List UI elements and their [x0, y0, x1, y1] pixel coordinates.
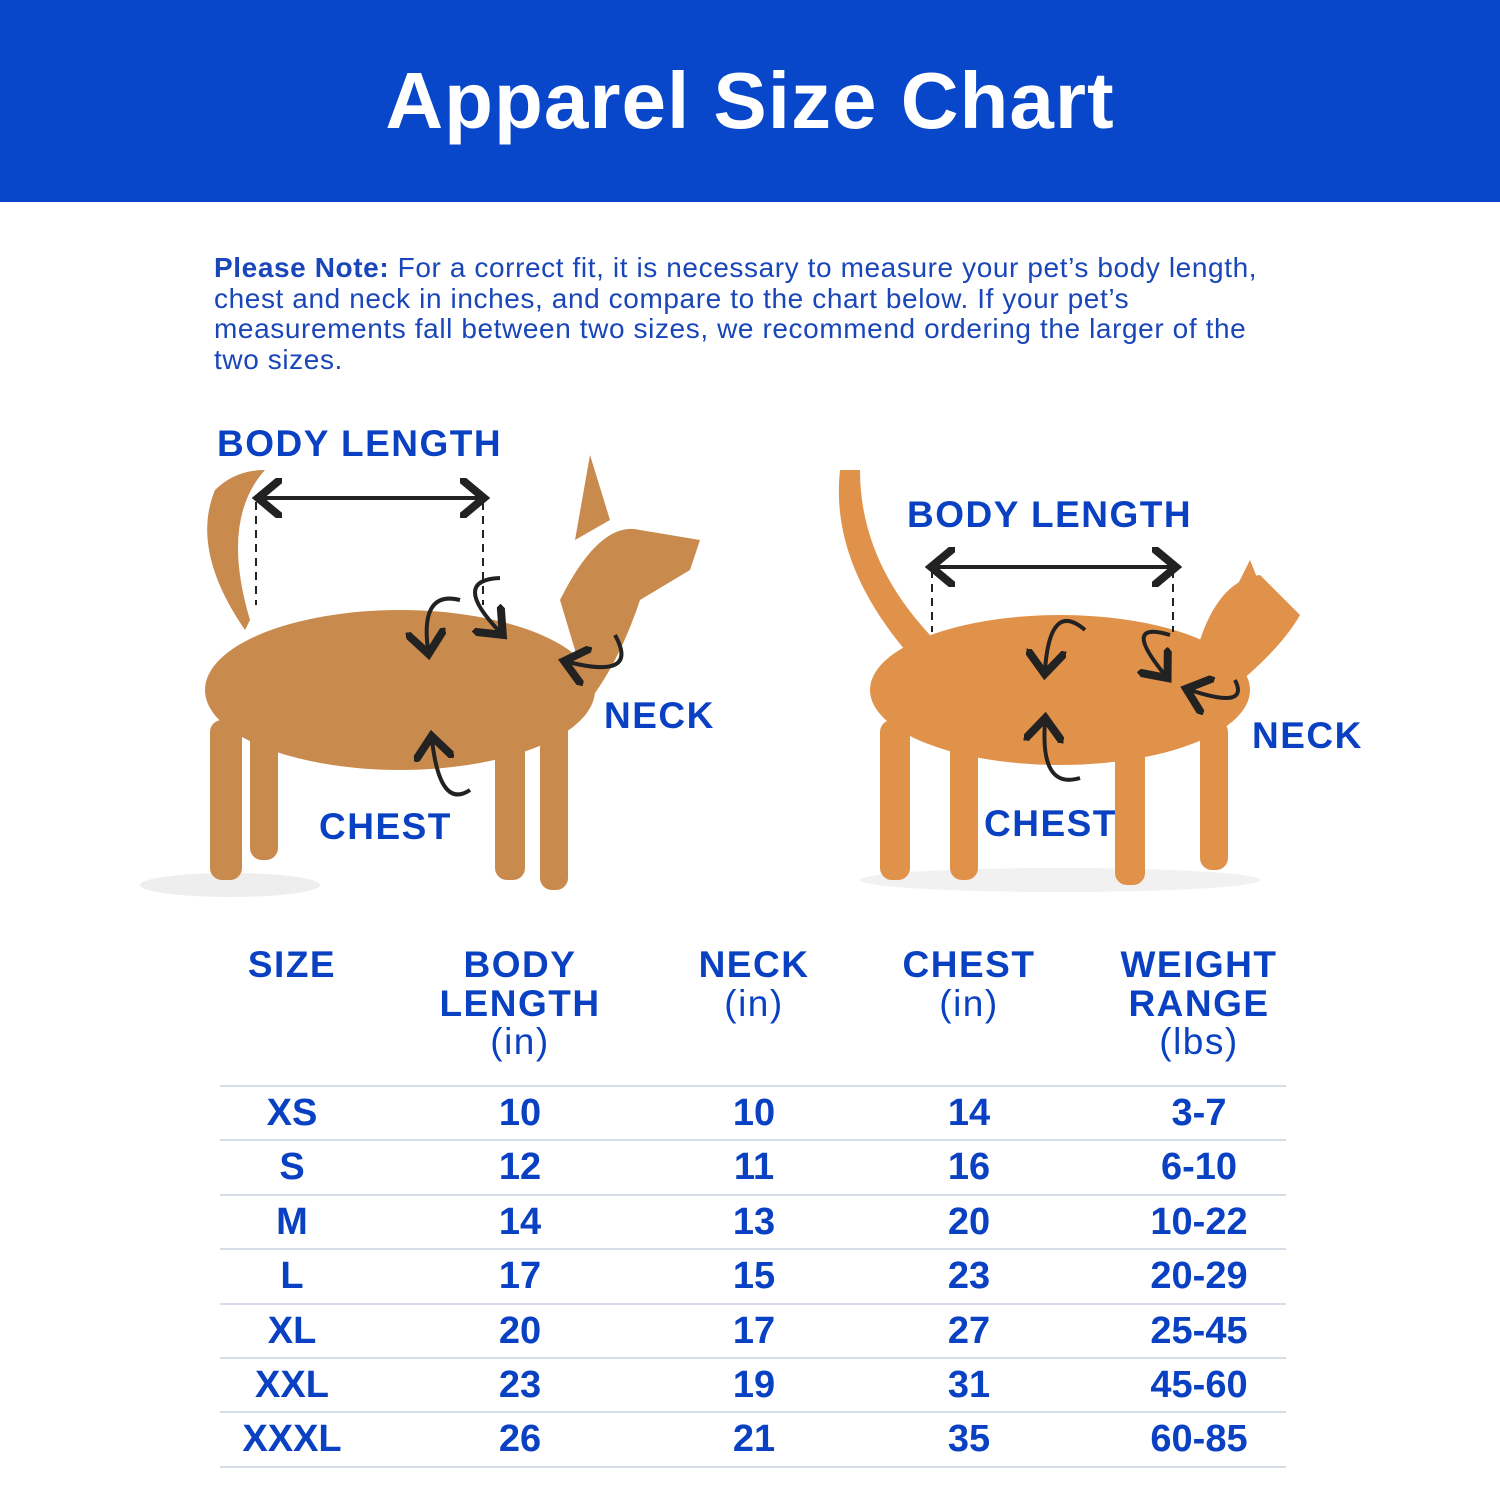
column-title: BODY LENGTH: [439, 944, 601, 1024]
value-cell: 35: [947, 1418, 991, 1461]
value-cell: 20-29: [1150, 1255, 1248, 1298]
size-cell: S: [279, 1146, 305, 1189]
column-unit: (in): [939, 982, 999, 1024]
value-cell: 20: [498, 1309, 542, 1352]
value-cell: 25-45: [1150, 1309, 1248, 1352]
column-header: BODY LENGTH (in): [390, 944, 650, 1062]
row-divider: [220, 1139, 1286, 1142]
size-cell: XL: [267, 1309, 317, 1352]
row-divider: [220, 1085, 1286, 1087]
row-divider: [220, 1465, 1286, 1468]
column-title: SIZE: [247, 944, 337, 985]
dog-body-length-label: BODY LENGTH: [217, 423, 503, 464]
cat-measure-arrows: [932, 567, 1240, 782]
row-divider: [220, 1193, 1286, 1196]
value-cell: 17: [498, 1255, 542, 1298]
row-divider: [220, 1411, 1286, 1414]
value-cell: 23: [947, 1255, 991, 1298]
dog-chest-label: CHEST: [319, 806, 452, 847]
value-cell: 14: [498, 1200, 542, 1243]
value-cell: 13: [732, 1200, 776, 1243]
column-header: NECK (in): [624, 944, 884, 1024]
row-divider: [220, 1302, 1286, 1305]
column-title: NECK: [698, 944, 810, 985]
value-cell: 17: [732, 1309, 776, 1352]
fit-note: Please Note: For a correct fit, it is ne…: [214, 252, 1274, 375]
cat-chest-label: CHEST: [984, 803, 1117, 844]
value-cell: 12: [498, 1146, 542, 1189]
dog-measure-arrows: [256, 498, 624, 797]
column-header: WEIGHT RANGE (lbs): [1069, 944, 1329, 1062]
column-unit: (lbs): [1159, 1021, 1239, 1062]
value-cell: 27: [947, 1309, 991, 1352]
value-cell: 10: [732, 1092, 776, 1134]
value-cell: 20: [947, 1200, 991, 1243]
value-cell: 31: [947, 1364, 991, 1406]
value-cell: 10-22: [1150, 1200, 1248, 1243]
value-cell: 14: [947, 1092, 991, 1134]
dog-image: [140, 455, 700, 897]
value-cell: 45-60: [1150, 1364, 1248, 1406]
column-title: CHEST: [902, 944, 1036, 985]
size-cell: XXL: [255, 1364, 329, 1406]
note-label: Please Note:: [214, 252, 390, 283]
header-banner: Apparel Size Chart: [0, 0, 1500, 202]
pets-illustration: [140, 455, 1300, 897]
size-cell: XS: [266, 1092, 318, 1134]
cat-neck-label: NECK: [1252, 715, 1363, 756]
value-cell: 19: [732, 1364, 776, 1406]
value-cell: 11: [733, 1146, 775, 1189]
value-cell: 21: [732, 1418, 776, 1461]
value-cell: 16: [947, 1146, 991, 1189]
size-cell: XXXL: [242, 1418, 342, 1461]
column-unit: (in): [490, 1021, 550, 1062]
column-title: WEIGHT RANGE: [1120, 944, 1278, 1024]
row-divider: [220, 1248, 1286, 1251]
page-title: Apparel Size Chart: [385, 56, 1115, 145]
value-cell: 15: [732, 1255, 776, 1298]
value-cell: 10: [498, 1092, 542, 1134]
value-cell: 26: [498, 1418, 542, 1461]
row-divider: [220, 1357, 1286, 1359]
note-text: For a correct fit, it is necessary to me…: [214, 252, 1258, 375]
column-unit: (in): [724, 982, 784, 1024]
dog-neck-label: NECK: [604, 695, 715, 736]
column-header: CHEST (in): [839, 944, 1099, 1024]
value-cell: 23: [498, 1364, 542, 1406]
value-cell: 60-85: [1150, 1418, 1248, 1461]
column-header: SIZE: [162, 944, 422, 985]
size-cell: L: [280, 1255, 304, 1298]
cat-body-length-label: BODY LENGTH: [907, 494, 1193, 535]
size-cell: M: [276, 1200, 308, 1243]
value-cell: 3-7: [1171, 1092, 1227, 1134]
value-cell: 6-10: [1160, 1146, 1238, 1189]
